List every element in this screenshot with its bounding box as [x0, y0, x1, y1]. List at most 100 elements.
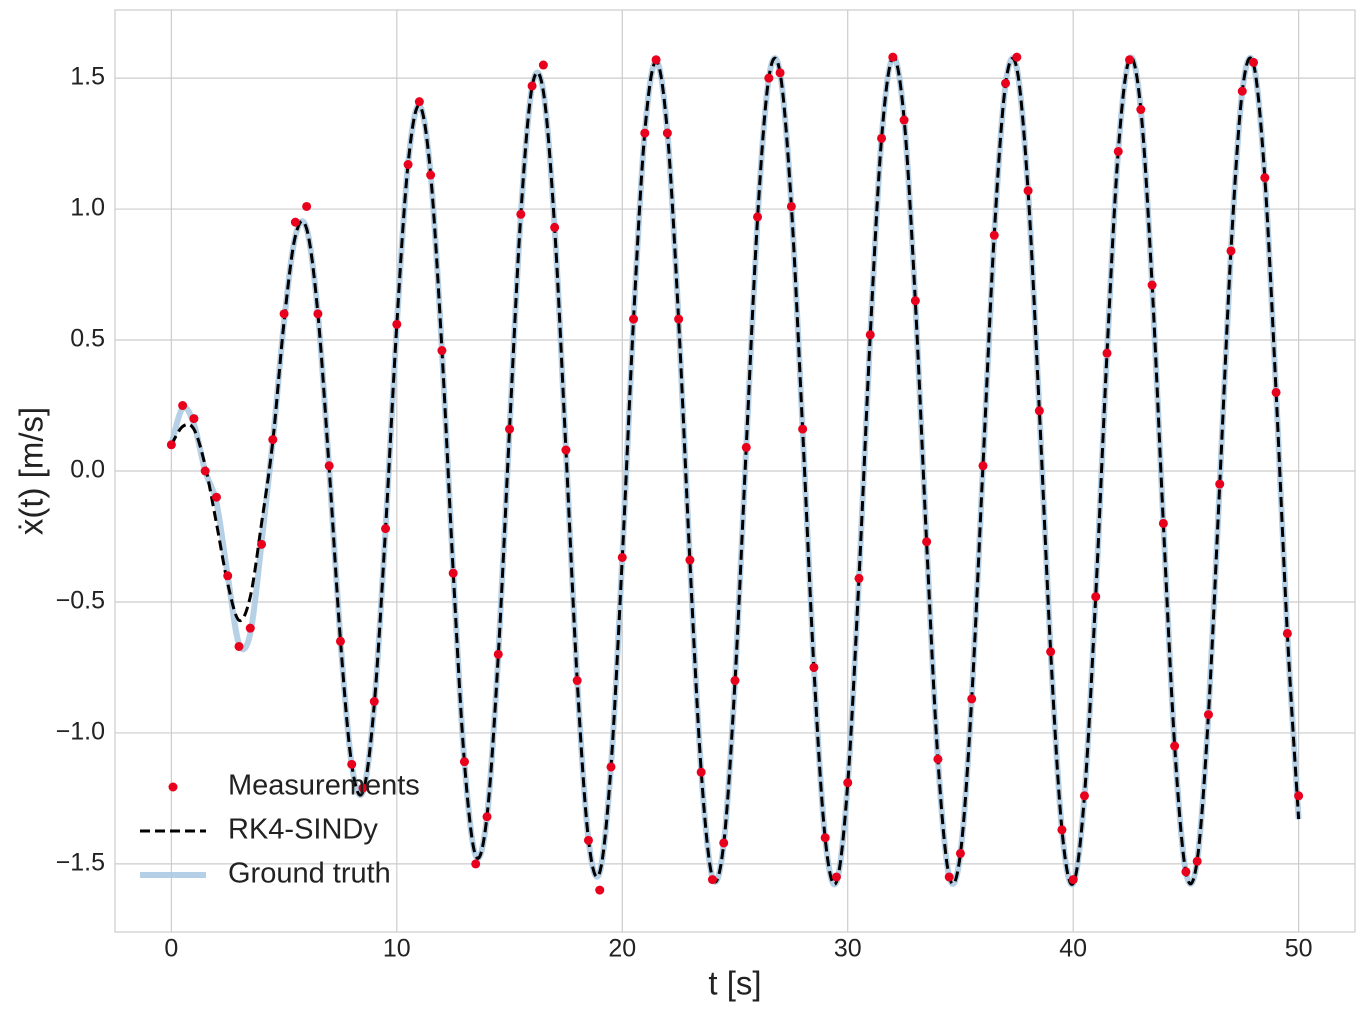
measurement-point: [1068, 875, 1078, 885]
measurement-point: [843, 778, 853, 788]
legend-label: Ground truth: [228, 858, 391, 890]
measurement-point: [1113, 146, 1123, 156]
x-tick-label: 0: [164, 935, 178, 963]
measurement-point: [854, 573, 864, 583]
measurement-point: [290, 217, 300, 227]
legend: Measurements RK4-SINDy Ground truth: [140, 770, 420, 890]
measurement-point: [561, 445, 571, 455]
measurement-point: [651, 55, 661, 65]
measurement-point: [1226, 246, 1236, 256]
measurement-point: [538, 60, 548, 70]
measurement-point: [820, 833, 830, 843]
measurement-point: [719, 838, 729, 848]
measurement-point: [493, 649, 503, 659]
measurement-point: [1046, 647, 1056, 657]
measurement-point: [302, 201, 312, 211]
measurement-point: [1023, 186, 1033, 196]
measurement-point: [741, 442, 751, 452]
legend-label: Measurements: [228, 770, 420, 802]
measurement-point: [1260, 173, 1270, 183]
x-tick-label: 20: [608, 935, 636, 963]
legend-item: Measurements: [168, 770, 420, 802]
measurement-point: [1147, 280, 1157, 290]
measurement-point: [471, 859, 481, 869]
measurement-point: [809, 662, 819, 672]
y-tick-label: −0.5: [56, 587, 105, 615]
measurement-point: [1091, 592, 1101, 602]
measurement-point: [189, 414, 199, 424]
measurement-point: [245, 623, 255, 633]
measurement-point: [279, 309, 289, 319]
measurement-point: [1237, 86, 1247, 96]
measurement-point: [1170, 741, 1180, 751]
legend-label: RK4-SINDy: [228, 814, 378, 846]
measurement-point: [707, 875, 717, 885]
measurement-point: [358, 783, 368, 793]
measurement-point: [1158, 518, 1168, 528]
measurement-point: [629, 314, 639, 324]
measurement-point: [967, 694, 977, 704]
x-tick-label: 30: [834, 935, 862, 963]
measurement-point: [696, 767, 706, 777]
measurement-point: [944, 872, 954, 882]
measurement-point: [166, 440, 176, 450]
measurement-point: [910, 296, 920, 306]
measurement-point: [1294, 791, 1304, 801]
measurement-point: [583, 835, 593, 845]
measurement-point: [437, 346, 447, 356]
y-tick-label: 1.5: [70, 63, 105, 91]
measurement-point: [527, 81, 537, 91]
measurement-point: [1249, 57, 1259, 67]
measurement-point: [989, 230, 999, 240]
measurement-point: [1079, 791, 1089, 801]
measurement-point: [268, 435, 278, 445]
measurement-point: [955, 848, 965, 858]
measurement-point: [888, 52, 898, 62]
measurement-point: [257, 539, 267, 549]
measurement-point: [572, 676, 582, 686]
measurement-point: [1012, 52, 1022, 62]
measurement-point: [403, 160, 413, 170]
measurement-point: [685, 555, 695, 565]
measurement-point: [223, 571, 233, 581]
measurement-point: [550, 222, 560, 232]
measurement-point: [234, 641, 244, 651]
measurement-point: [335, 636, 345, 646]
measurement-point: [899, 115, 909, 125]
measurement-point: [1034, 406, 1044, 416]
measurement-point: [1181, 867, 1191, 877]
measurement-point: [178, 401, 188, 411]
measurement-point: [1271, 387, 1281, 397]
measurement-point: [606, 762, 616, 772]
measurement-point: [200, 466, 210, 476]
x-tick-label: 40: [1059, 935, 1087, 963]
measurement-point: [392, 319, 402, 329]
measurement-point: [786, 201, 796, 211]
legend-item: Ground truth: [140, 858, 391, 890]
measurement-point: [505, 424, 515, 434]
measurement-point: [831, 872, 841, 882]
measurement-point: [640, 128, 650, 138]
measurement-point: [1136, 105, 1146, 115]
measurement-point: [347, 759, 357, 769]
measurement-point: [662, 128, 672, 138]
plot-area: [166, 52, 1304, 895]
measurement-point: [730, 676, 740, 686]
measurement-point: [753, 212, 763, 222]
y-tick-label: −1.0: [56, 718, 105, 746]
measurement-point: [1203, 710, 1213, 720]
measurement-point: [426, 170, 436, 180]
measurement-point: [516, 209, 526, 219]
y-tick-label: 0.0: [70, 456, 105, 484]
measurement-point: [482, 812, 492, 822]
measurement-point: [1282, 628, 1292, 638]
y-tick-label: −1.5: [56, 849, 105, 877]
y-tick-label: 0.5: [70, 325, 105, 353]
measurement-point: [978, 461, 988, 471]
measurement-point: [211, 492, 221, 502]
x-tick-label: 10: [383, 935, 411, 963]
measurement-point: [324, 461, 334, 471]
measurement-point: [933, 754, 943, 764]
measurement-point: [775, 68, 785, 78]
